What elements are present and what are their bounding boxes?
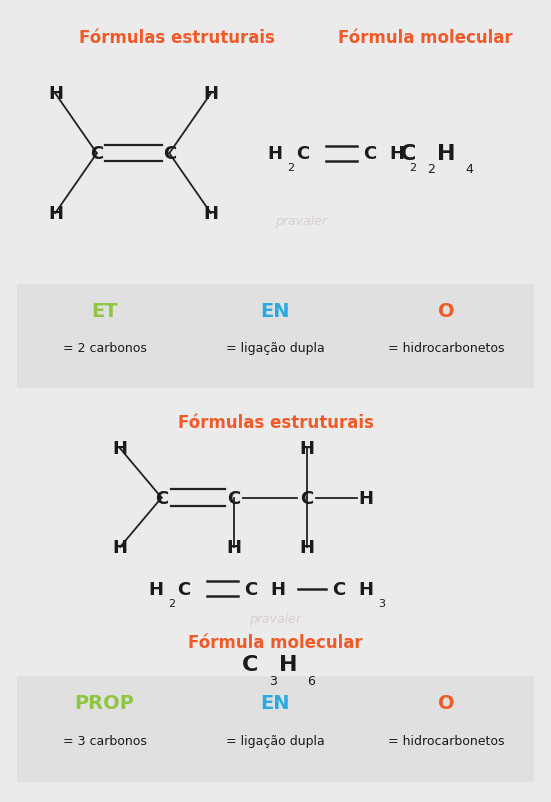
Text: H: H xyxy=(437,144,456,164)
Text: 2: 2 xyxy=(288,163,295,173)
Text: EN: EN xyxy=(261,302,290,320)
Text: C: C xyxy=(400,144,416,164)
Text: O: O xyxy=(438,302,455,320)
Text: C: C xyxy=(163,145,176,163)
Text: = 3 carbonos: = 3 carbonos xyxy=(63,734,147,747)
Text: C: C xyxy=(332,580,345,597)
Text: H: H xyxy=(112,439,128,458)
Text: C: C xyxy=(296,145,310,163)
Text: H: H xyxy=(299,538,314,557)
Text: Fórmulas estruturais: Fórmulas estruturais xyxy=(79,30,275,47)
Text: Fórmula molecular: Fórmula molecular xyxy=(188,633,363,651)
Bar xyxy=(17,676,534,782)
Text: pravaler: pravaler xyxy=(276,215,327,228)
Text: C: C xyxy=(242,654,258,674)
Text: = hidrocarbonetos: = hidrocarbonetos xyxy=(388,342,505,354)
Text: H: H xyxy=(226,538,241,557)
Text: H: H xyxy=(390,145,404,163)
Text: C: C xyxy=(228,489,241,507)
Text: = hidrocarbonetos: = hidrocarbonetos xyxy=(388,734,505,747)
Text: EN: EN xyxy=(261,693,290,712)
Text: 2: 2 xyxy=(168,598,175,608)
Text: 3: 3 xyxy=(269,674,277,687)
Text: O: O xyxy=(438,693,455,712)
Text: PROP: PROP xyxy=(74,693,134,712)
Text: Fórmulas estruturais: Fórmulas estruturais xyxy=(177,413,374,431)
Text: = ligação dupla: = ligação dupla xyxy=(226,342,325,354)
Text: H: H xyxy=(149,580,164,597)
Text: C: C xyxy=(300,489,313,507)
Text: = 2 carbonos: = 2 carbonos xyxy=(63,342,147,354)
Text: C: C xyxy=(177,580,190,597)
Text: 2: 2 xyxy=(426,163,435,176)
Text: 6: 6 xyxy=(307,674,316,687)
Text: H: H xyxy=(358,580,374,597)
Text: H: H xyxy=(268,145,283,163)
Text: ET: ET xyxy=(91,302,118,320)
Text: C: C xyxy=(364,145,377,163)
Text: H: H xyxy=(48,205,63,223)
Bar xyxy=(17,285,534,389)
Text: H: H xyxy=(359,489,374,507)
Text: H: H xyxy=(279,654,298,674)
Text: pravaler: pravaler xyxy=(250,613,301,626)
Text: Fórmula molecular: Fórmula molecular xyxy=(338,30,513,47)
Text: = ligação dupla: = ligação dupla xyxy=(226,734,325,747)
Text: H: H xyxy=(203,205,218,223)
Text: H: H xyxy=(203,85,218,103)
Text: H: H xyxy=(299,439,314,458)
Text: C: C xyxy=(90,145,104,163)
Text: H: H xyxy=(112,538,128,557)
Text: H: H xyxy=(271,580,285,597)
Text: C: C xyxy=(155,489,168,507)
Text: 3: 3 xyxy=(378,598,385,608)
Text: C: C xyxy=(245,580,258,597)
Text: H: H xyxy=(48,85,63,103)
Text: 4: 4 xyxy=(466,163,473,176)
Text: 2: 2 xyxy=(409,163,416,173)
